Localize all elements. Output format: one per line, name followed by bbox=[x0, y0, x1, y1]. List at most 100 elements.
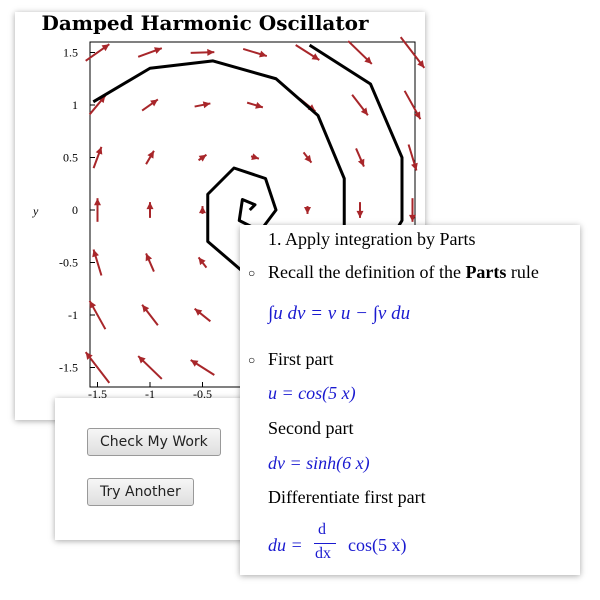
y-tick-label: -1.5 bbox=[59, 361, 78, 375]
arrow-head bbox=[304, 154, 312, 163]
arrow-head bbox=[259, 50, 267, 58]
fraction-num: d bbox=[318, 521, 326, 538]
arrow-head bbox=[311, 53, 320, 60]
label: Second part bbox=[268, 418, 354, 438]
formula: ∫u dv = v u − ∫v du bbox=[268, 303, 411, 324]
steps-panel: 1. Apply integration by Parts ○ Recall t… bbox=[240, 225, 580, 575]
arrow-head bbox=[207, 48, 215, 56]
arrow-head bbox=[194, 308, 203, 316]
arrow-head bbox=[101, 44, 110, 52]
arrow-head bbox=[199, 206, 206, 214]
step-heading: 1. Apply integration by Parts bbox=[268, 229, 476, 249]
field-arrow bbox=[84, 351, 111, 384]
field-arrow bbox=[199, 206, 206, 214]
arrow-head bbox=[364, 56, 372, 64]
arrow-head bbox=[95, 146, 103, 155]
try-another-button[interactable]: Try Another bbox=[87, 478, 194, 506]
arrow-head bbox=[190, 360, 199, 367]
field-arrow bbox=[351, 94, 369, 116]
field-arrow bbox=[190, 359, 215, 376]
arrow-head bbox=[154, 47, 162, 54]
bullet: ○ bbox=[248, 266, 256, 280]
arrow-head bbox=[356, 210, 364, 218]
arrow-head bbox=[304, 206, 311, 214]
arrow-head bbox=[202, 101, 211, 109]
label: First part bbox=[268, 349, 334, 369]
field-arrow bbox=[94, 198, 101, 222]
field-arrow bbox=[403, 90, 422, 120]
text: rule bbox=[506, 262, 539, 282]
field-arrow bbox=[355, 148, 365, 167]
arrow-head bbox=[255, 101, 263, 109]
field-arrow bbox=[246, 101, 264, 109]
arrow-head bbox=[92, 249, 99, 258]
field-arrow bbox=[145, 253, 155, 272]
field-arrow bbox=[407, 144, 418, 171]
fraction-den: dx bbox=[315, 545, 331, 562]
text: Recall the definition of the bbox=[268, 262, 466, 282]
arrow-head bbox=[413, 111, 421, 120]
y-tick-label: 1 bbox=[72, 98, 78, 112]
field-arrow bbox=[92, 249, 103, 276]
field-arrow bbox=[92, 146, 103, 169]
arrow-head bbox=[357, 158, 365, 167]
field-arrow bbox=[145, 150, 155, 165]
field-arrow bbox=[194, 101, 211, 109]
arrow-head bbox=[409, 214, 416, 222]
field-arrow bbox=[197, 256, 208, 269]
field-arrow bbox=[302, 151, 313, 164]
fraction-bar bbox=[314, 543, 336, 544]
equation: u = cos(5 x) bbox=[268, 383, 356, 403]
y-axis-label: y bbox=[32, 204, 39, 218]
chart-title: Damped Harmonic Oscillator bbox=[41, 12, 368, 35]
field-arrow bbox=[399, 36, 425, 69]
arrow-head bbox=[145, 253, 153, 262]
bullet: ○ bbox=[248, 353, 256, 367]
field-arrow bbox=[242, 47, 268, 58]
x-tick-label: -1.5 bbox=[88, 387, 107, 401]
check-button[interactable]: Check My Work bbox=[87, 428, 221, 456]
field-arrow bbox=[295, 44, 320, 61]
arrow-head bbox=[94, 198, 101, 206]
field-arrow bbox=[88, 300, 107, 330]
field-arrow bbox=[141, 304, 159, 326]
field-arrow bbox=[190, 48, 215, 56]
recall-text: Recall the definition of the Parts rule bbox=[268, 262, 539, 283]
plot-panel: Damped Harmonic Oscillator y -1.5 -1 -0.5 0 0.… bbox=[15, 12, 425, 420]
y-tick-label: -0.5 bbox=[59, 256, 78, 270]
arrow-head bbox=[417, 60, 425, 68]
x-tick-label: -1 bbox=[145, 387, 155, 401]
equation: du = bbox=[268, 535, 303, 555]
field-arrow bbox=[146, 202, 154, 218]
equation: dv = sinh(6 x) bbox=[268, 453, 370, 473]
field-arrow bbox=[137, 355, 163, 380]
field-arrow bbox=[141, 98, 159, 112]
arrow-head bbox=[360, 107, 368, 116]
field-arrow bbox=[137, 47, 163, 58]
field-arrow bbox=[347, 40, 373, 65]
arrow-head bbox=[89, 300, 97, 309]
arrow-head bbox=[251, 153, 259, 161]
y-tick-label: -1 bbox=[68, 308, 78, 322]
arrow-head bbox=[142, 304, 150, 313]
y-tick-label: 0 bbox=[72, 203, 78, 217]
field-arrow bbox=[85, 43, 110, 62]
arrow-head bbox=[147, 150, 154, 159]
field-arrow bbox=[194, 307, 211, 323]
arrow-head bbox=[198, 257, 206, 266]
y-tick-label: 1.5 bbox=[63, 46, 78, 60]
arrow-head bbox=[198, 154, 207, 162]
trajectory bbox=[92, 59, 346, 275]
field-arrow bbox=[250, 153, 260, 161]
arrow-head bbox=[146, 202, 154, 210]
x-tick-label: -0.5 bbox=[193, 387, 212, 401]
arrow-head bbox=[138, 356, 146, 364]
field-arrow bbox=[409, 198, 416, 222]
arrow-head bbox=[85, 352, 93, 360]
arrow-head bbox=[411, 162, 418, 171]
field-arrow bbox=[197, 153, 208, 162]
bold-text: Parts bbox=[465, 262, 507, 282]
label: Differentiate first part bbox=[268, 487, 426, 507]
y-tick-label: 0.5 bbox=[63, 151, 78, 165]
